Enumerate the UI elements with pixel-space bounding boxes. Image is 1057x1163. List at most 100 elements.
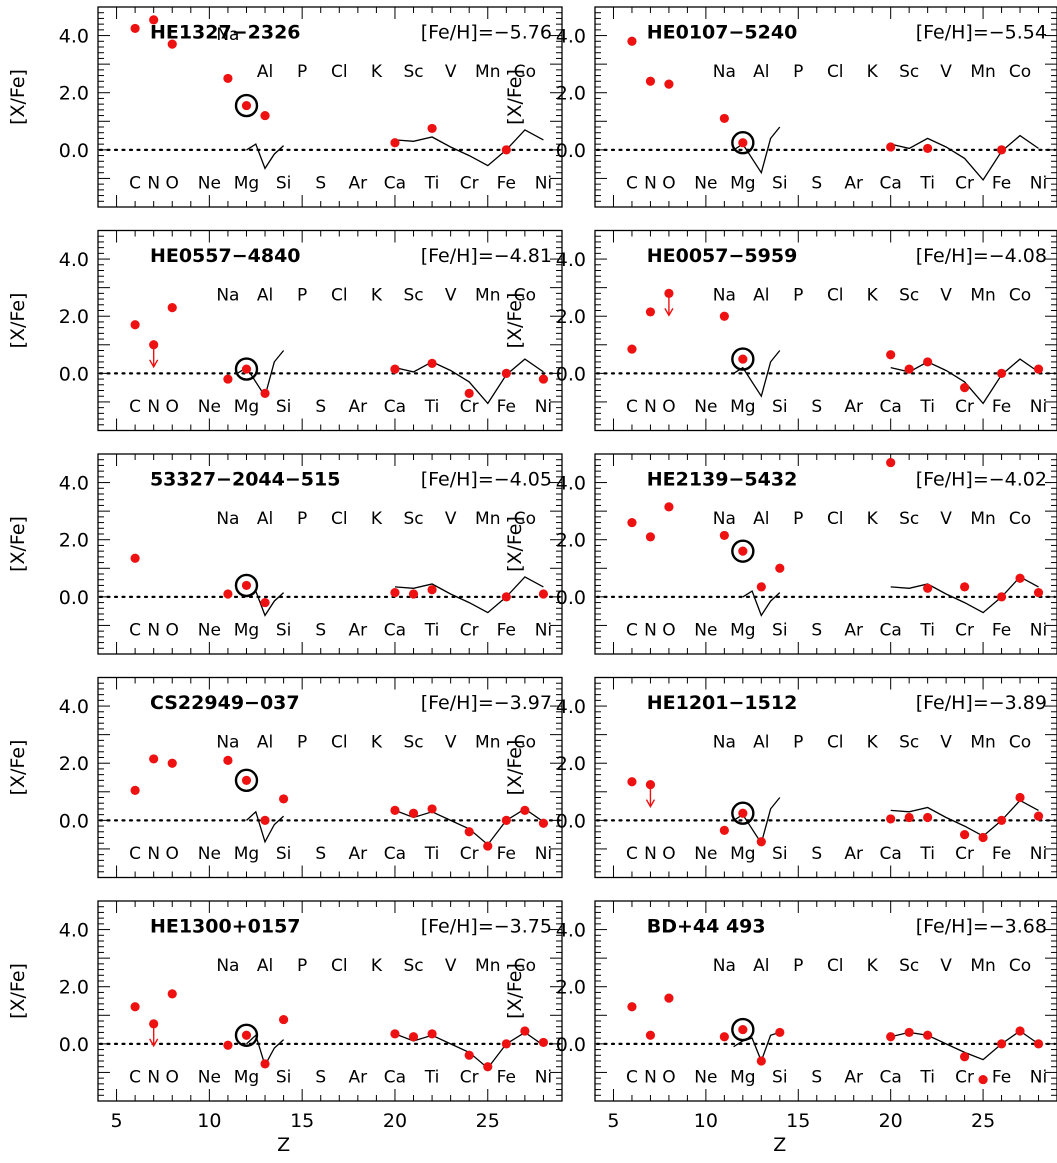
panel-frame — [97, 900, 563, 1102]
element-label-al: Al — [257, 509, 273, 529]
element-label-mn: Mn — [475, 733, 500, 753]
magnesium-highlight-ring — [234, 1023, 259, 1047]
element-label-ca: Ca — [384, 620, 406, 640]
element-label-sc: Sc — [899, 509, 919, 529]
element-label-ni: Ni — [535, 1067, 552, 1087]
abundance-point-z21 — [408, 1032, 419, 1042]
abundance-point-z22 — [427, 358, 437, 368]
x-tick-label: 10 — [694, 1110, 718, 1132]
model-line-1 — [246, 143, 285, 170]
element-label-ar: Ar — [844, 844, 863, 864]
x-tick-label: 5 — [111, 1110, 123, 1132]
abundance-point-z20 — [390, 587, 400, 598]
element-label-mg: Mg — [234, 844, 259, 864]
element-label-ca: Ca — [880, 1067, 902, 1087]
element-label-k: K — [867, 733, 879, 753]
abundance-point-z21 — [904, 1027, 914, 1038]
y-tick-label: 0.0 — [556, 140, 586, 162]
element-label-ar: Ar — [349, 173, 368, 193]
panel-4: 0.0 2.0 4.0 [X/Fe] Na Al P Cl K Sc V Mn Co C N O Ne Mg Si S… — [504, 229, 1057, 432]
element-label-si: Si — [772, 620, 788, 640]
element-label-ne: Ne — [198, 844, 221, 864]
element-label-ne: Ne — [694, 397, 717, 417]
element-label-cl: Cl — [331, 62, 348, 82]
element-label-ar: Ar — [844, 173, 863, 193]
element-label-n: N — [147, 173, 160, 193]
metallicity-label: [Fe/H]=−3.75 — [421, 915, 552, 937]
abundance-point-z6 — [627, 36, 637, 46]
element-label-ti: Ti — [919, 173, 935, 193]
element-label-na: Na — [713, 956, 736, 976]
element-label-p: P — [793, 733, 803, 753]
element-label-c: C — [626, 1067, 638, 1087]
element-label-o: O — [166, 620, 179, 640]
element-label-ti: Ti — [424, 844, 440, 864]
element-label-cl: Cl — [827, 733, 844, 753]
panel-6: 0.0 2.0 4.0 [X/Fe] Na Al P Cl K Sc V Mn Co C N O Ne Mg Si S… — [504, 453, 1057, 655]
y-tick-label: 2.0 — [59, 83, 89, 105]
element-label-cr: Cr — [460, 844, 479, 864]
element-label-na: Na — [713, 509, 736, 529]
element-label-cr: Cr — [955, 1067, 974, 1087]
element-label-k: K — [867, 509, 879, 529]
abundance-point-z22 — [427, 585, 437, 595]
element-label-na: Na — [713, 286, 736, 306]
element-label-n: N — [147, 844, 160, 864]
element-label-mn: Mn — [475, 956, 500, 976]
axis-ticks — [594, 453, 1057, 655]
abundance-point-z28 — [1033, 1039, 1044, 1049]
abundance-point-z6 — [627, 1002, 637, 1012]
element-label-co: Co — [514, 956, 536, 976]
element-label-cl: Cl — [827, 956, 844, 976]
model-line-2 — [394, 576, 544, 614]
panel-frame — [594, 676, 1057, 879]
model-line-1 — [742, 590, 781, 617]
abundance-point-z26 — [501, 592, 511, 602]
element-label-ti: Ti — [424, 397, 440, 417]
element-label-v: V — [445, 286, 457, 306]
abundance-point-z12 — [241, 775, 252, 785]
abundance-point-z24 — [960, 582, 970, 592]
element-label-o: O — [166, 844, 179, 864]
abundance-point-z22 — [923, 1030, 933, 1040]
x-tick-label: 15 — [290, 1110, 314, 1132]
y-tick-label: 4.0 — [59, 26, 89, 48]
element-label-ca: Ca — [880, 620, 902, 640]
element-label-ne: Ne — [198, 173, 221, 193]
element-label-p: P — [793, 62, 803, 82]
element-label-ca: Ca — [880, 173, 902, 193]
element-label-cl: Cl — [827, 286, 844, 306]
element-label-c: C — [626, 620, 638, 640]
abundance-point-z14 — [279, 1014, 289, 1025]
magnesium-highlight-ring — [234, 768, 259, 793]
element-label-o: O — [166, 173, 179, 193]
element-label-p: P — [793, 286, 803, 306]
element-label-ne: Ne — [198, 620, 221, 640]
element-label-al: Al — [257, 956, 273, 976]
y-tick-label: 0.0 — [59, 140, 89, 162]
abundance-point-z8 — [167, 39, 177, 49]
y-tick-label: 2.0 — [59, 530, 89, 552]
y-tick-label: 2.0 — [556, 306, 586, 328]
element-label-c: C — [626, 844, 638, 864]
element-label-sc: Sc — [899, 62, 919, 82]
element-label-sc: Sc — [899, 956, 919, 976]
upper-limit-z7 — [149, 340, 159, 369]
element-label-ne: Ne — [198, 397, 221, 417]
element-label-mn: Mn — [970, 733, 995, 753]
x-tick-label: 5 — [607, 1110, 619, 1132]
element-label-v: V — [445, 62, 457, 82]
element-label-co: Co — [514, 509, 536, 529]
metallicity-label: [Fe/H]=−3.89 — [916, 692, 1047, 714]
model-line-1 — [733, 1031, 780, 1063]
element-label-ni: Ni — [535, 173, 552, 193]
y-tick-label: 4.0 — [59, 920, 89, 942]
element-label-ne: Ne — [198, 1067, 221, 1087]
element-label-mn: Mn — [970, 956, 995, 976]
abundance-point-z20 — [390, 1029, 400, 1039]
abundance-point-z6 — [130, 785, 140, 795]
